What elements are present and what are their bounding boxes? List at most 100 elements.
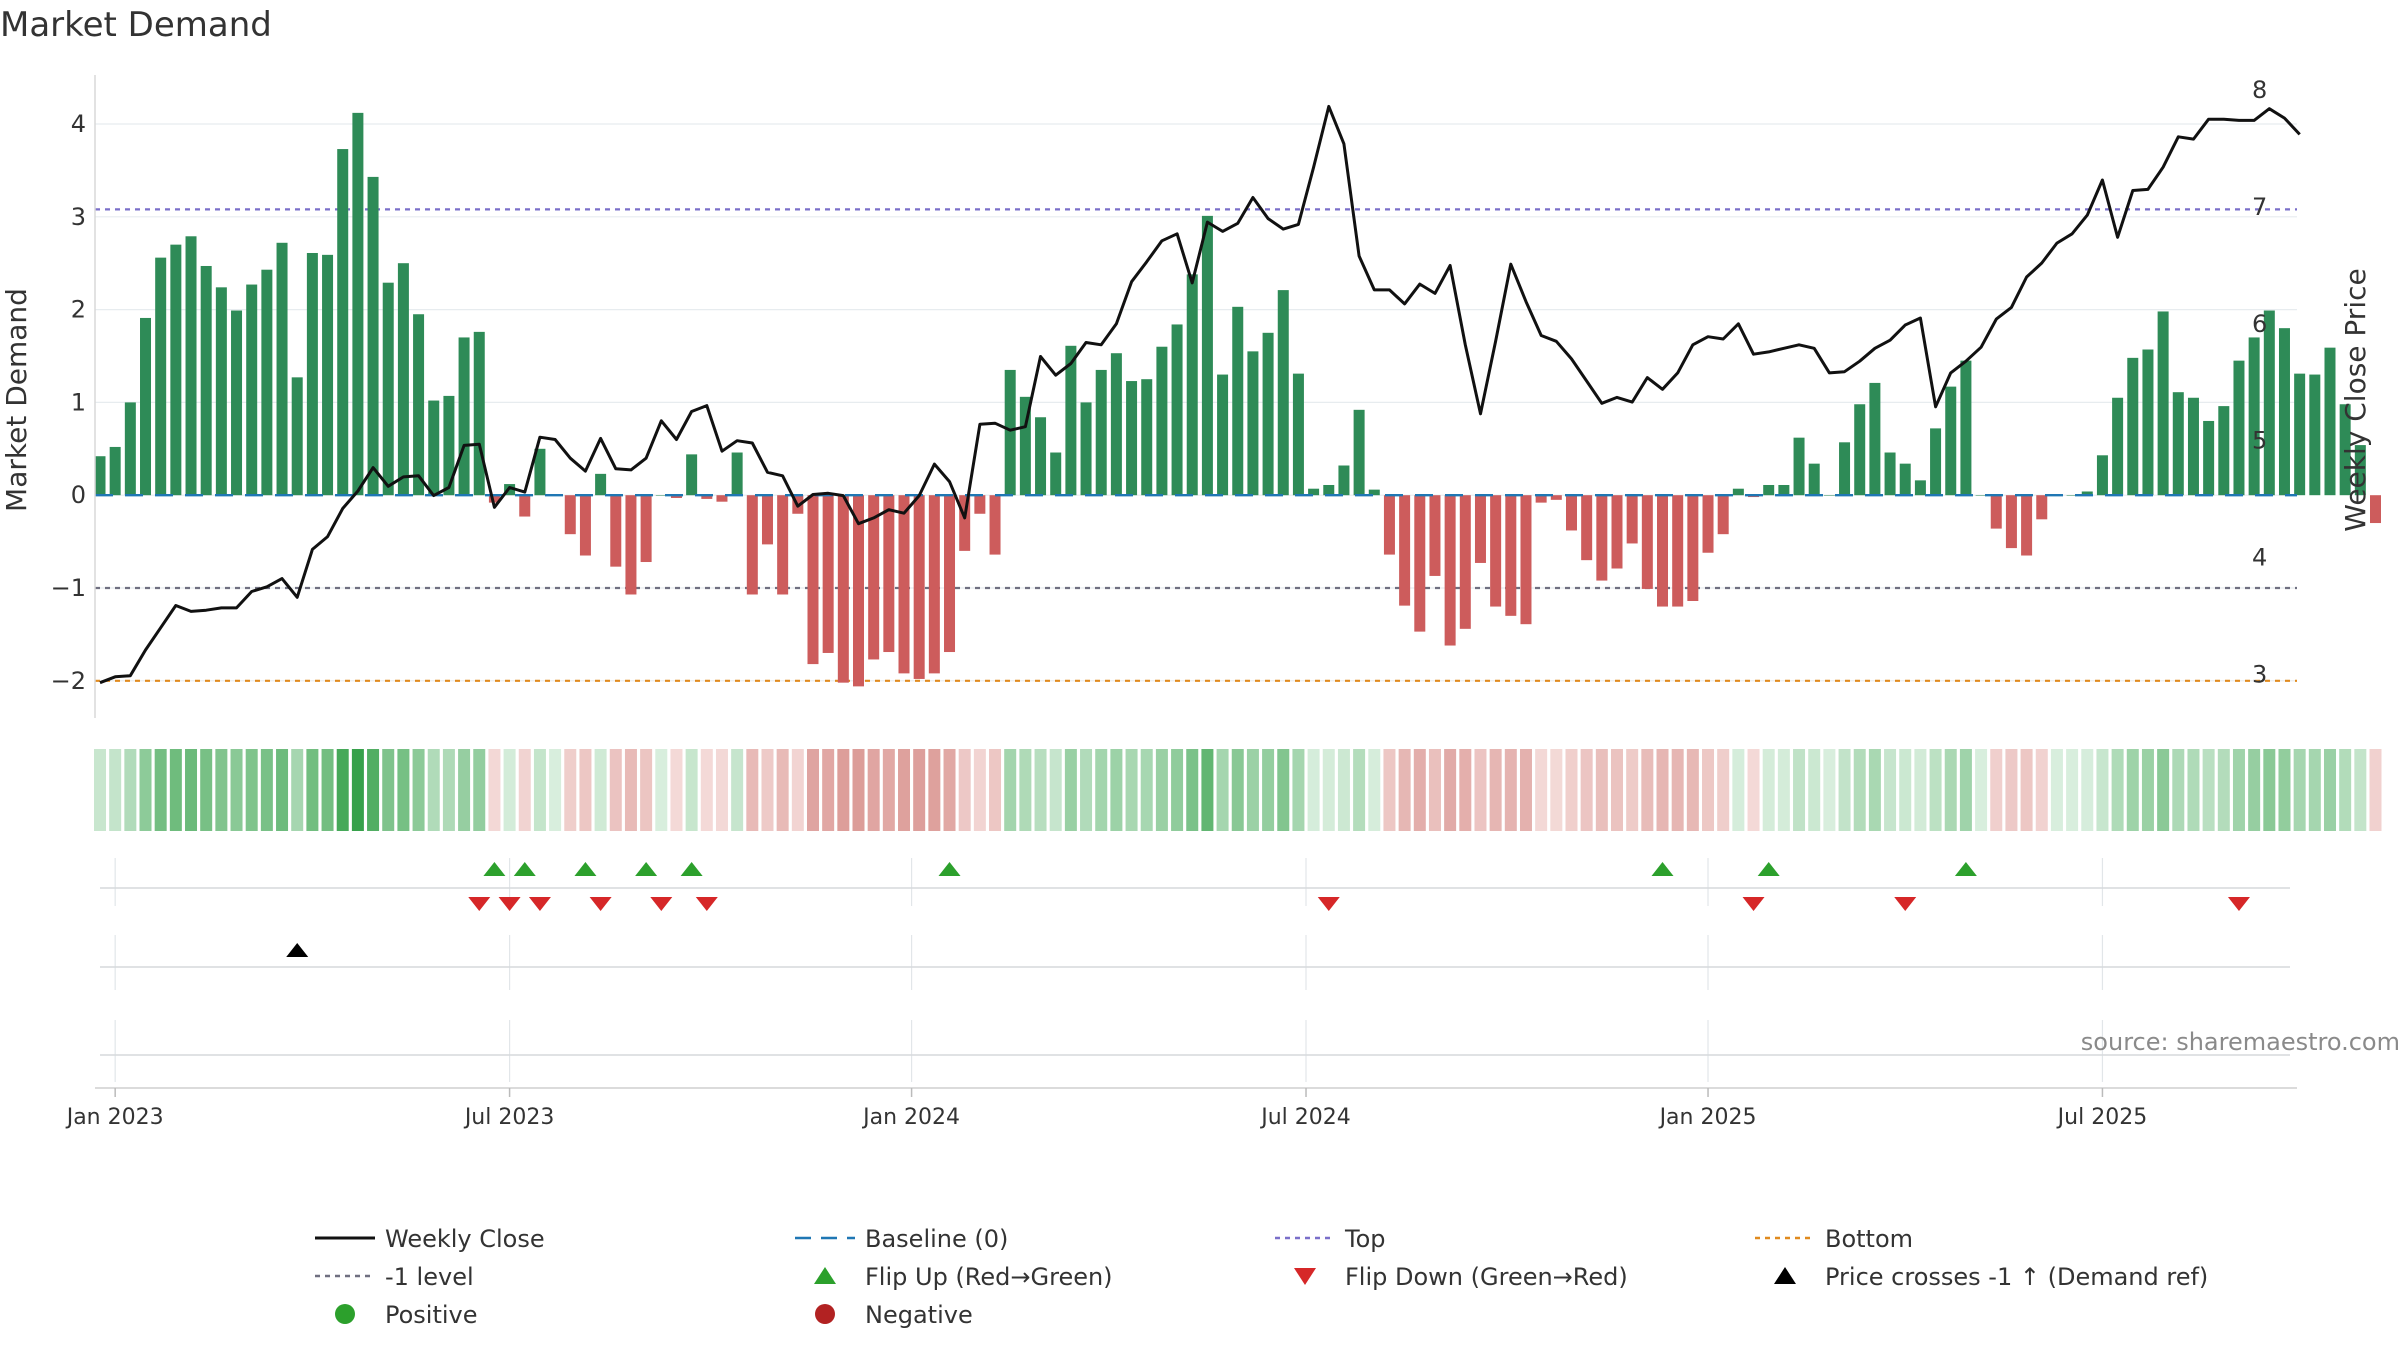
heat-cell [488, 749, 501, 831]
demand-bar [731, 452, 743, 496]
heat-cell [2369, 749, 2382, 831]
heat-cell [200, 749, 213, 831]
demand-bar [2112, 397, 2124, 496]
heat-cell [1884, 749, 1897, 831]
demand-bar [1141, 379, 1153, 496]
heat-cell [1216, 749, 1229, 831]
demand-bar [519, 495, 531, 517]
demand-bar [1156, 346, 1168, 496]
heat-cell [1611, 749, 1623, 831]
heat-cell [746, 749, 759, 831]
flip-down-marker [468, 897, 491, 911]
demand-bar [1217, 374, 1229, 496]
demand-bar [458, 337, 470, 496]
legend: Weekly Close Baseline (0) Top Bottom -1 leve… [315, 1225, 2208, 1329]
heat-cell [2066, 749, 2079, 831]
demand-bar [595, 473, 607, 496]
heat-cell [2020, 749, 2033, 831]
heat-cell [1808, 749, 1821, 831]
demand-bar [2248, 337, 2260, 496]
price-cross-marker [286, 943, 309, 957]
heat-cell [1140, 749, 1153, 831]
y-axis-label-left: Market Demand [0, 288, 33, 512]
demand-bar [913, 495, 925, 679]
demand-bar [2309, 374, 2321, 496]
heat-cell [1080, 749, 1093, 831]
demand-bar [488, 495, 500, 503]
heat-cell [1383, 749, 1396, 831]
heat-cell [564, 749, 577, 831]
heat-cell [2035, 749, 2048, 831]
demand-bars [94, 112, 2381, 687]
heat-cell [1732, 749, 1745, 831]
demand-bar [746, 495, 758, 595]
x-tick-label: Jul 2023 [463, 1105, 555, 1130]
heat-cell [1004, 749, 1017, 831]
heat-cell [670, 749, 683, 831]
heat-cell [1747, 749, 1760, 831]
demand-bar [853, 495, 864, 687]
heat-cell [609, 749, 622, 831]
right-tick-label: 5 [2252, 427, 2267, 455]
right-tick-label: 6 [2252, 310, 2267, 338]
demand-bar [883, 495, 895, 653]
heat-cell [1671, 749, 1684, 831]
demand-bar [640, 495, 652, 563]
demand-bar [1368, 489, 1380, 496]
heat-cell [913, 749, 926, 831]
demand-bar [306, 252, 318, 496]
empty-panel [100, 1020, 2290, 1082]
heat-cell [2278, 749, 2291, 831]
demand-bar [989, 495, 1001, 555]
heat-cell [1777, 749, 1790, 831]
heat-cell [458, 749, 471, 831]
heat-cell [806, 749, 819, 831]
heat-cell [549, 749, 562, 831]
demand-bar [1914, 480, 1926, 496]
demand-bar [1687, 495, 1699, 601]
left-tick-label: 3 [71, 203, 86, 231]
demand-bar [1201, 215, 1213, 496]
demand-bar [1490, 495, 1502, 607]
demand-bar [413, 314, 425, 496]
heat-cell [215, 749, 228, 831]
demand-bar [1732, 488, 1744, 496]
demand-bar [1232, 306, 1244, 496]
demand-bar [974, 495, 986, 514]
demand-bar [428, 400, 440, 496]
heat-cell [397, 749, 410, 831]
heat-cell [518, 749, 531, 831]
heat-cell [2232, 749, 2245, 831]
demand-bar [1429, 495, 1441, 576]
demand-bar [1459, 495, 1471, 629]
heat-cell [1535, 749, 1548, 831]
axes: 4 3 2 1 0 −1 −2 8 7 6 5 4 3 Market Demand Weekly Close… [0, 75, 2372, 718]
demand-bar [1338, 465, 1350, 496]
heat-cell [1519, 749, 1532, 831]
heat-cell [1064, 749, 1077, 831]
flip-down-marker [695, 897, 718, 911]
heat-cell [1277, 749, 1290, 831]
heat-cell [1171, 749, 1184, 831]
heat-cell [1413, 749, 1426, 831]
demand-bar [2370, 495, 2381, 524]
heat-cell [989, 749, 1002, 831]
demand-bar [246, 284, 258, 496]
heat-cell [1337, 749, 1350, 831]
x-tick-label: Jan 2023 [65, 1105, 164, 1130]
heat-cell [1595, 749, 1608, 831]
left-tick-label: −2 [51, 667, 86, 695]
price-cross-panel [100, 935, 2290, 990]
heat-cell [1853, 749, 1866, 831]
demand-bar [261, 269, 273, 496]
legend-label: Flip Down (Green→Red) [1345, 1263, 1628, 1291]
flip-down-marker [1742, 897, 1765, 911]
demand-bar [807, 495, 819, 665]
demand-bar [928, 495, 940, 674]
demand-bar [1399, 495, 1411, 606]
demand-bar [2339, 404, 2351, 496]
flip-down-marker [589, 897, 612, 911]
demand-bar [670, 495, 682, 498]
demand-bar [1110, 353, 1122, 496]
